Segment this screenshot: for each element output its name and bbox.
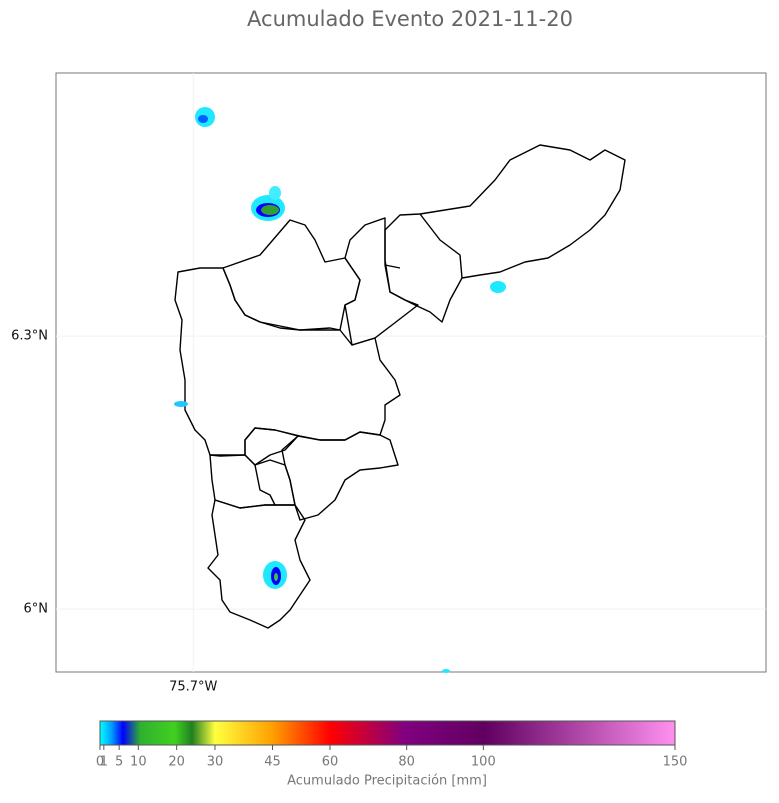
colorbar-tick-label: 0 [96, 755, 104, 770]
chart-title: Acumulado Evento 2021-11-20 [247, 7, 573, 31]
precipitation [174, 107, 506, 673]
x-tick-label: 75.7°W [169, 680, 217, 695]
colorbar-tick-label: 45 [264, 755, 281, 770]
colorbar-tick-label: 30 [207, 755, 224, 770]
colorbar [99, 720, 676, 746]
colorbar-label: Acumulado Precipitación [mm] [287, 774, 487, 789]
y-tick-label: 6.3°N [11, 329, 48, 344]
boundaries [174, 144, 626, 629]
colorbar-tick-label: 5 [115, 755, 123, 770]
map-frame [55, 72, 767, 673]
colorbar-tick-label: 1 [100, 755, 108, 770]
grid [56, 73, 766, 672]
colorbar-tick-label: 10 [130, 755, 147, 770]
colorbar-tick-label: 80 [398, 755, 415, 770]
colorbar-tick-label: 20 [168, 755, 185, 770]
colorbar-tick-label: 60 [322, 755, 339, 770]
colorbar-tick-label: 150 [663, 755, 688, 770]
y-tick-label: 6°N [24, 602, 49, 617]
colorbar-tick-label: 100 [471, 755, 496, 770]
